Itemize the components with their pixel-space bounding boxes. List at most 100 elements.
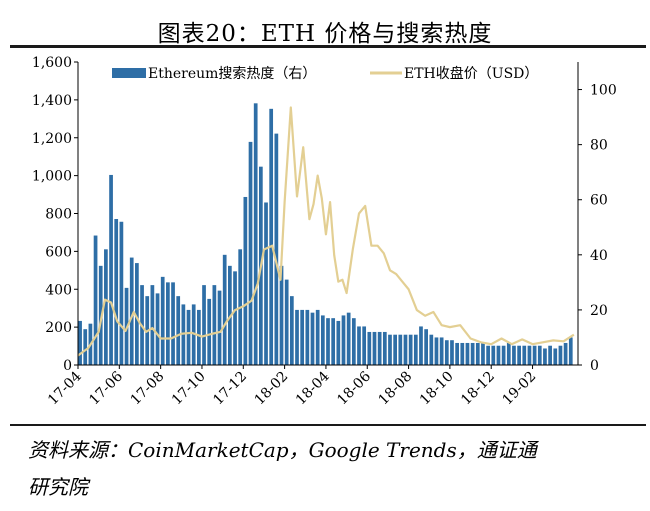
bar [512, 345, 516, 365]
x-tick-label: 18-12 [458, 369, 498, 409]
bar [207, 298, 212, 365]
bar [83, 329, 88, 365]
chart: 0 200 400 600 800 1,000 1,200 1,400 1,600 0 20 40 60… [32, 55, 617, 409]
x-tick-label: 18-02 [252, 369, 292, 409]
bar [460, 342, 465, 365]
bar [362, 326, 367, 365]
bar [419, 326, 423, 365]
bar [341, 315, 346, 365]
bar [403, 334, 408, 365]
bar [522, 345, 527, 365]
bar [150, 285, 155, 365]
bar [506, 342, 511, 365]
legend: Ethereum搜索热度（右） ETH收盘价（USD） [112, 65, 538, 82]
bar [481, 342, 485, 365]
bar [465, 342, 470, 365]
bar [470, 342, 475, 365]
bar [135, 263, 139, 365]
bar [305, 309, 310, 365]
bar [129, 257, 134, 365]
bar [408, 334, 413, 365]
bar [517, 345, 521, 365]
bar [367, 331, 372, 365]
bar [496, 345, 501, 365]
left-tick-label: 200 [45, 320, 72, 336]
bar [289, 296, 294, 365]
bar [424, 329, 428, 365]
source-line-2: 研究院 [28, 475, 88, 499]
bar [274, 133, 279, 365]
bar [382, 331, 387, 365]
bar [212, 285, 217, 365]
bar [181, 304, 186, 365]
bar [563, 342, 568, 365]
bar [527, 345, 532, 365]
bar [336, 320, 341, 365]
legend-line-label: ETH收盘价（USD） [404, 65, 538, 82]
legend-bar-label: Ethereum搜索热度（右） [148, 65, 316, 82]
bar [233, 271, 237, 365]
source-line-1: 资料来源：CoinMarketCap，Google Trends，通证通 [28, 438, 537, 462]
bar [413, 334, 418, 365]
bar [393, 334, 398, 365]
bar [548, 345, 552, 365]
bar [171, 282, 175, 365]
left-tick-label: 1,600 [32, 55, 72, 71]
bar [501, 345, 506, 365]
bar [377, 331, 382, 365]
bottom-rule [10, 424, 646, 426]
bar [310, 312, 315, 365]
x-tick-label: 18-04 [293, 368, 333, 408]
bar [93, 235, 98, 365]
x-tick-label: 18-06 [334, 368, 374, 408]
bar [217, 290, 222, 365]
x-tick-label: 18-10 [417, 369, 457, 409]
bar [429, 334, 434, 365]
bar [346, 312, 351, 365]
price-line [77, 106, 575, 357]
line-layer [77, 106, 575, 357]
bar [248, 141, 253, 365]
bar [109, 174, 113, 365]
left-tick-label: 400 [45, 282, 72, 298]
bar [243, 196, 248, 365]
bar [558, 345, 563, 365]
right-tick-label: 100 [590, 83, 617, 99]
bar [78, 320, 82, 365]
bar [155, 293, 160, 365]
legend-bar-swatch [112, 68, 146, 78]
bar [543, 348, 547, 365]
left-tick-label: 1,000 [32, 169, 72, 185]
left-tick-label: 1,400 [32, 93, 72, 109]
left-tick-label: 600 [45, 244, 72, 260]
left-tick-label: 0 [63, 358, 72, 374]
bar [486, 345, 490, 365]
x-tick-label: 17-12 [210, 369, 250, 409]
top-rule [10, 45, 646, 48]
bar [284, 279, 289, 365]
bar [434, 337, 439, 365]
x-tick-label: 17-08 [128, 369, 168, 409]
bar [568, 337, 573, 365]
bar [160, 276, 165, 365]
x-tick-label: 17-06 [86, 368, 126, 408]
bar [202, 285, 206, 365]
bar [315, 309, 320, 365]
chart-title: 图表20：ETH 价格与搜索热度 [157, 21, 493, 47]
x-tick-label: 17-04 [45, 368, 85, 408]
bar [450, 340, 454, 365]
bar [119, 221, 124, 365]
bar [166, 282, 170, 365]
bar [553, 348, 558, 365]
left-tick-label: 1,200 [32, 131, 72, 147]
left-tick-label: 800 [45, 207, 72, 223]
right-tick-label: 80 [590, 138, 608, 154]
bar [320, 315, 325, 365]
right-tick-label: 60 [590, 193, 608, 209]
bar [491, 345, 496, 365]
bar [114, 219, 119, 365]
bar [186, 309, 191, 365]
bar [331, 318, 336, 365]
bar [357, 326, 361, 365]
right-tick-label: 20 [590, 303, 608, 319]
